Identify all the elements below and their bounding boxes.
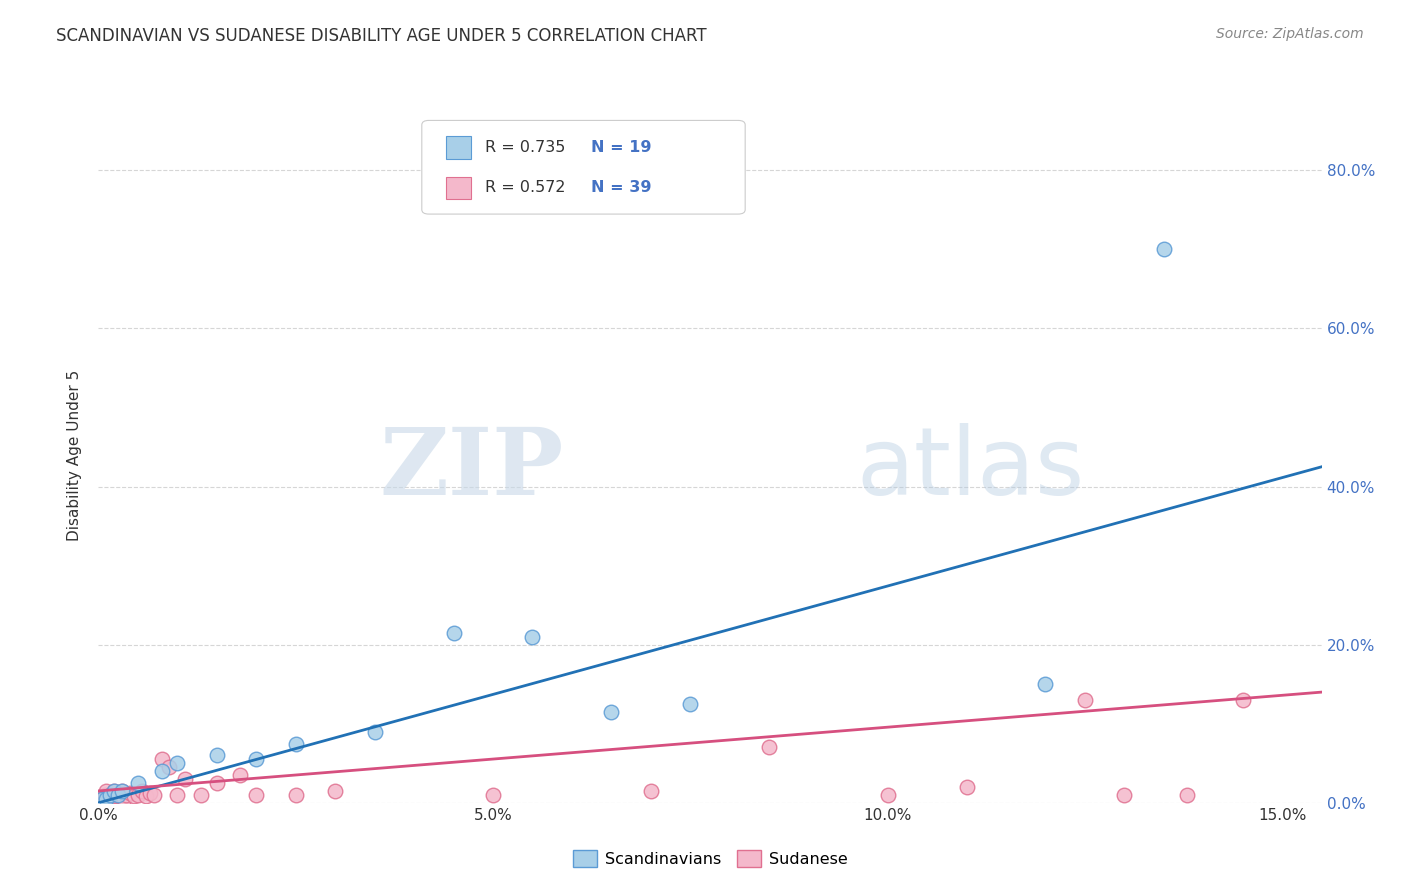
Text: ZIP: ZIP [380,424,564,514]
Point [640,784,662,798]
Point [245,788,267,802]
Point [103,784,125,798]
Point [112,792,135,806]
Point [142,788,165,802]
Point [138,786,160,800]
Point [1232,693,1254,707]
Text: SCANDINAVIAN VS SUDANESE DISABILITY AGE UNDER 5 CORRELATION CHART: SCANDINAVIAN VS SUDANESE DISABILITY AGE … [56,27,707,45]
Text: R = 0.572: R = 0.572 [485,180,565,195]
Text: R = 0.735: R = 0.735 [485,140,565,155]
Point [104,789,127,804]
Point [600,705,623,719]
Point [122,789,145,804]
Point [131,784,153,798]
Text: N = 39: N = 39 [591,180,651,195]
Point [758,740,780,755]
Point [205,776,228,790]
Point [166,756,188,771]
Point [205,748,228,763]
Point [443,625,465,640]
Point [118,786,141,800]
Point [159,760,181,774]
Point [150,752,173,766]
Point [127,788,149,802]
Point [150,764,173,779]
Point [91,792,114,806]
Text: atlas: atlas [856,423,1085,515]
Point [323,784,346,798]
Point [103,784,125,798]
Point [91,792,114,806]
Point [876,788,898,802]
Point [101,788,124,802]
Point [245,752,267,766]
Point [229,768,252,782]
Point [98,788,121,802]
Point [190,788,212,802]
Point [97,789,120,804]
Point [284,788,307,802]
Point [522,630,544,644]
Point [482,788,505,802]
Point [363,724,385,739]
Point [955,780,977,794]
Text: N = 19: N = 19 [591,140,651,155]
Legend: Scandinavians, Sudanese: Scandinavians, Sudanese [565,842,855,875]
Text: Source: ZipAtlas.com: Source: ZipAtlas.com [1216,27,1364,41]
Point [174,772,197,786]
Point [111,784,134,798]
Point [1177,788,1199,802]
Point [1035,677,1057,691]
Point [93,788,115,802]
Point [96,784,118,798]
Point [284,737,307,751]
Point [135,789,157,804]
Point [127,776,149,790]
Point [1074,693,1097,707]
Point [110,786,132,800]
Point [115,788,138,802]
Point [679,697,702,711]
Point [111,784,134,798]
Point [1153,243,1175,257]
Point [166,788,188,802]
Y-axis label: Disability Age Under 5: Disability Age Under 5 [67,369,83,541]
Point [98,792,121,806]
Point [96,792,118,806]
Point [107,788,129,802]
Point [107,788,129,802]
Point [1114,788,1136,802]
